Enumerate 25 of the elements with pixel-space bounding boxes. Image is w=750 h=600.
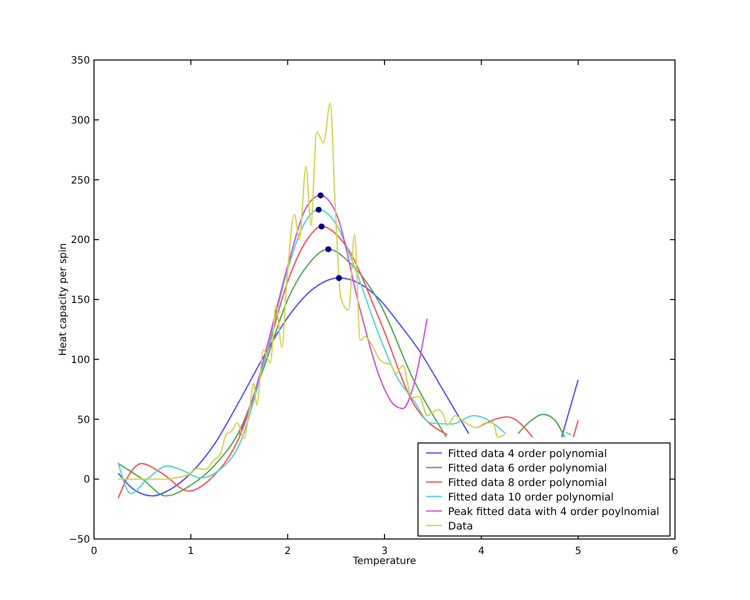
x-tick-label: 3 [381, 546, 388, 557]
legend-label: Fitted data 4 order polynomial [448, 448, 608, 460]
x-tick-label: 1 [188, 546, 194, 557]
y-axis-title: Heat capacity per spin [58, 243, 69, 356]
x-tick-label: 6 [672, 546, 678, 557]
legend-label: Fitted data 8 order polynomial [448, 477, 608, 489]
legend-label: Data [448, 520, 474, 532]
x-tick-label: 2 [284, 546, 291, 557]
x-axis-title: Temperature [352, 556, 416, 567]
y-tick-label: 200 [70, 235, 90, 246]
y-tick-label: 350 [70, 56, 90, 66]
y-tick-label: 0 [84, 474, 90, 486]
x-tick-label: 4 [478, 546, 485, 557]
y-tick-label: 100 [70, 354, 90, 366]
x-tick-label: 5 [574, 546, 582, 557]
legend-label: Fitted data 10 order polynomial [448, 492, 614, 504]
y-tick-label: 150 [70, 295, 90, 306]
x-tick-label: 0 [90, 546, 98, 557]
y-tick-label: −50 [68, 534, 90, 546]
legend-label: Fitted data 6 order polynomial [448, 462, 608, 474]
y-tick-label: 50 [77, 414, 90, 426]
y-tick-label: 300 [70, 115, 90, 126]
legend-label: Peak fitted data with 4 order poylnomial [448, 506, 660, 518]
line-series [118, 102, 506, 480]
y-tick-label: 250 [70, 175, 90, 186]
